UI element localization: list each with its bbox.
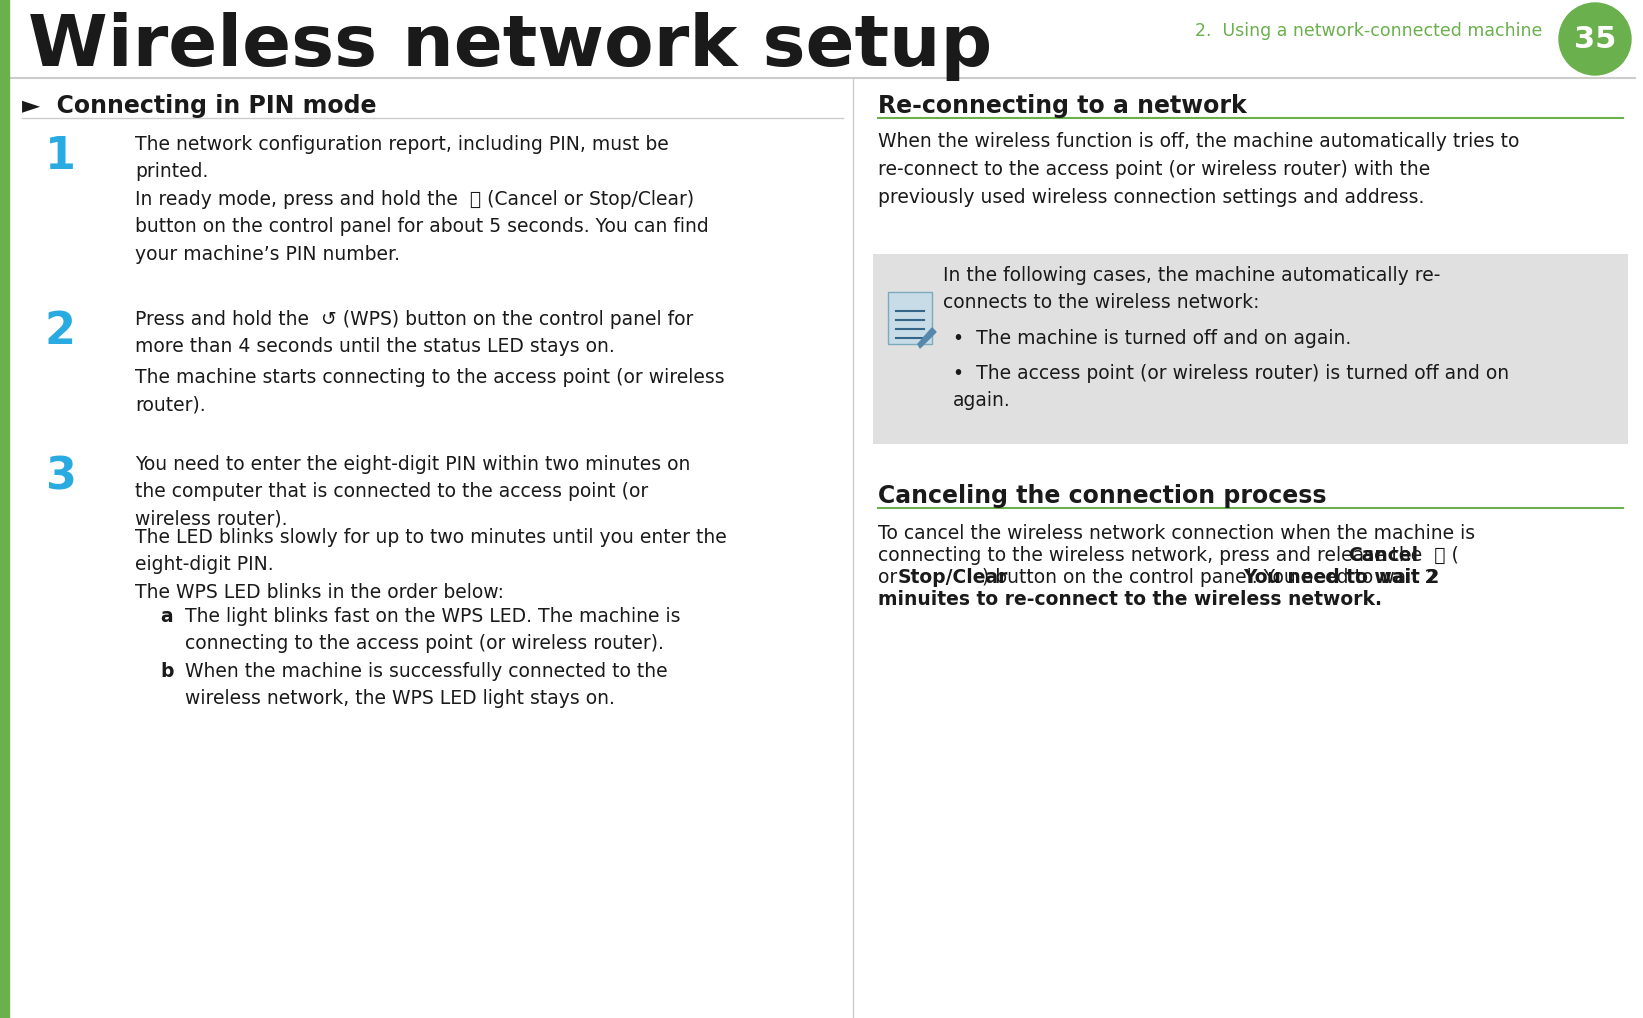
Text: 2: 2 <box>44 310 76 353</box>
Text: connecting to the wireless network, press and release the  Ⓧ (: connecting to the wireless network, pres… <box>877 546 1459 565</box>
Text: 1: 1 <box>44 135 76 178</box>
Text: When the wireless function is off, the machine automatically tries to
re-connect: When the wireless function is off, the m… <box>877 132 1520 207</box>
Text: In ready mode, press and hold the  Ⓧ (Cancel or Stop/Clear)
button on the contro: In ready mode, press and hold the Ⓧ (Can… <box>135 190 708 264</box>
Text: Cancel: Cancel <box>1347 546 1418 565</box>
Text: You need to wait 2: You need to wait 2 <box>1244 568 1439 587</box>
Text: 35: 35 <box>1574 24 1617 54</box>
Text: The machine starts connecting to the access point (or wireless
router).: The machine starts connecting to the acc… <box>135 367 725 414</box>
Circle shape <box>1559 3 1631 75</box>
Text: minuites to re-connect to the wireless network.: minuites to re-connect to the wireless n… <box>877 590 1382 609</box>
Text: 3: 3 <box>44 455 76 498</box>
Text: b: b <box>159 662 174 681</box>
Text: Re-connecting to a network: Re-connecting to a network <box>877 94 1247 118</box>
Text: The LED blinks slowly for up to two minutes until you enter the
eight-digit PIN.: The LED blinks slowly for up to two minu… <box>135 528 726 574</box>
Text: or: or <box>877 568 904 587</box>
Text: When the machine is successfully connected to the
wireless network, the WPS LED : When the machine is successfully connect… <box>186 662 667 709</box>
Text: 2.  Using a network-connected machine: 2. Using a network-connected machine <box>1194 22 1543 40</box>
Text: Wireless network setup: Wireless network setup <box>28 12 992 81</box>
Polygon shape <box>918 328 937 348</box>
Text: ) button on the control panel. You need to wait 2: ) button on the control panel. You need … <box>983 568 1436 587</box>
Text: Stop/Clear: Stop/Clear <box>899 568 1009 587</box>
Text: Canceling the connection process: Canceling the connection process <box>877 484 1326 508</box>
Text: Press and hold the  ↺ (WPS) button on the control panel for
more than 4 seconds : Press and hold the ↺ (WPS) button on the… <box>135 310 693 356</box>
Bar <box>0 0 8 1018</box>
Text: •  The access point (or wireless router) is turned off and on
again.: • The access point (or wireless router) … <box>953 364 1510 410</box>
Text: The network configuration report, including PIN, must be
printed.: The network configuration report, includ… <box>135 135 669 181</box>
Text: •  The machine is turned off and on again.: • The machine is turned off and on again… <box>953 329 1351 348</box>
Text: To cancel the wireless network connection when the machine is: To cancel the wireless network connectio… <box>877 524 1475 543</box>
Text: a: a <box>159 607 173 626</box>
Text: In the following cases, the machine automatically re-
connects to the wireless n: In the following cases, the machine auto… <box>943 266 1441 313</box>
Text: The WPS LED blinks in the order below:: The WPS LED blinks in the order below: <box>135 583 504 602</box>
FancyBboxPatch shape <box>887 292 932 344</box>
Text: You need to enter the eight-digit PIN within two minutes on
the computer that is: You need to enter the eight-digit PIN wi… <box>135 455 690 528</box>
Text: ►  Connecting in PIN mode: ► Connecting in PIN mode <box>21 94 376 118</box>
Bar <box>872 254 1628 444</box>
Text: The light blinks fast on the WPS LED. The machine is
connecting to the access po: The light blinks fast on the WPS LED. Th… <box>186 607 680 654</box>
